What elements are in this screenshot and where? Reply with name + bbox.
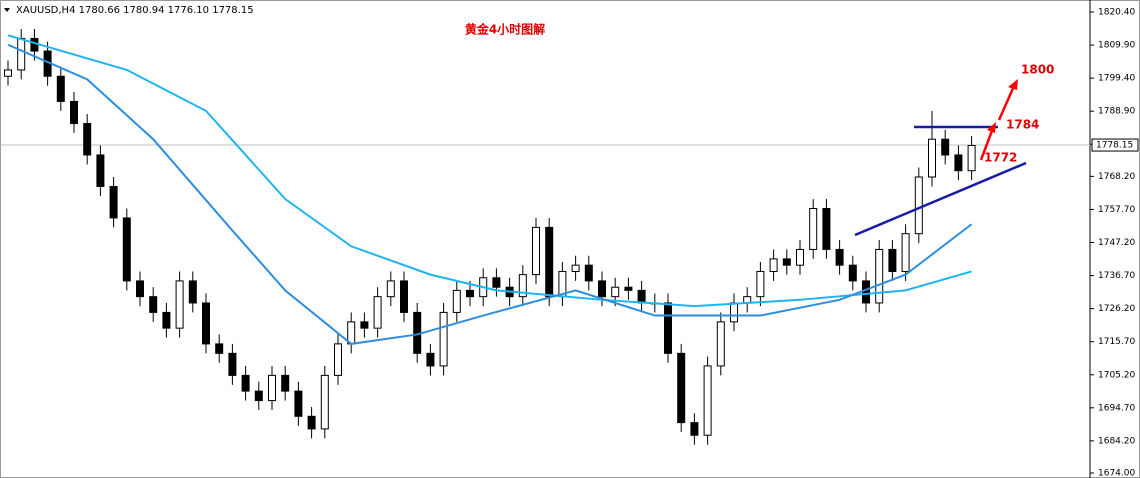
candle-body (545, 226, 554, 298)
y-tick-label: 1757.70 (1098, 205, 1135, 215)
candle-body (122, 217, 131, 282)
candle-body (756, 270, 765, 298)
current-price-box (1091, 138, 1139, 152)
candle-body (4, 69, 12, 77)
candle-body (386, 280, 395, 298)
arrow (997, 85, 1016, 121)
candle-body (875, 248, 884, 304)
candle-body (677, 352, 686, 424)
candle-body (492, 277, 501, 288)
arrow-head (1008, 79, 1018, 90)
arrow-head (987, 122, 996, 133)
moving-average (7, 34, 972, 308)
candle-body (360, 321, 369, 329)
candle-body (281, 374, 290, 392)
candle-body (70, 100, 78, 124)
candle-body (254, 390, 263, 402)
candle-body (518, 274, 527, 298)
candle-body (782, 258, 791, 266)
candle-body (202, 302, 210, 345)
plot (0, 29, 1090, 445)
candle-body (17, 37, 26, 71)
candle-body (532, 226, 540, 276)
candle-body (954, 154, 963, 172)
y-tick-label: 1674.00 (1098, 469, 1135, 478)
candle-body (426, 352, 435, 367)
candle-body (215, 343, 224, 354)
candle-body (637, 289, 646, 304)
candle-body (901, 233, 910, 272)
candle-body (347, 321, 356, 345)
moving-average (7, 43, 973, 345)
candle-body (188, 280, 197, 304)
y-tick-label: 1747.20 (1098, 238, 1135, 248)
y-tick-label: 1705.20 (1098, 370, 1135, 380)
candle-body (611, 286, 620, 298)
candle-body (175, 280, 184, 329)
annotation: 1800 (1021, 63, 1054, 77)
annotation: 1784 (1006, 118, 1039, 132)
candle-body (822, 207, 831, 250)
candle-body (664, 302, 672, 354)
arrow (979, 127, 995, 161)
candle-body (96, 154, 105, 187)
candle-body (928, 138, 936, 178)
candle-body (598, 280, 606, 298)
candle-body (967, 145, 976, 172)
y-tick-label: 1715.70 (1098, 337, 1135, 347)
y-tick-label: 1799.40 (1098, 74, 1135, 84)
menu-arrow (4, 8, 10, 12)
candle-body (862, 280, 870, 304)
candle-body (56, 75, 65, 102)
candle-body (796, 248, 804, 266)
candle-body (624, 286, 633, 291)
candle-body (809, 207, 818, 250)
candle-body (307, 415, 316, 430)
candle-body (83, 122, 92, 156)
chart-title: 黄金4小时图解 (465, 22, 545, 37)
candle-body (730, 302, 738, 323)
candle-body (320, 374, 329, 430)
y-tick-label: 1736.70 (1098, 271, 1135, 281)
candle-body (400, 280, 408, 313)
candle-body (466, 289, 474, 298)
header: XAUUSD,H4 1780.66 1780.94 1776.10 1778.1… (16, 5, 254, 16)
candle-body (241, 374, 250, 392)
y-tick-label: 1820.40 (1098, 8, 1135, 18)
candle-body (835, 248, 844, 266)
candle-body (452, 289, 461, 313)
y-tick-label: 1726.20 (1098, 304, 1135, 314)
candle-body (136, 280, 144, 298)
candle-body (584, 264, 593, 282)
candle-body (941, 138, 950, 156)
support-line (854, 161, 1027, 237)
candle-body (571, 264, 580, 272)
candle-body (703, 365, 712, 436)
annotation: 1772 (984, 151, 1017, 165)
candle-body (373, 296, 382, 329)
candle-body (690, 422, 699, 436)
current-price-label: 1778.15 (1096, 141, 1133, 151)
candle-body (162, 311, 171, 329)
y-tick-label: 1768.20 (1098, 172, 1135, 182)
candle-body (149, 296, 158, 313)
candle-body (228, 352, 237, 376)
y-tick-label: 1694.70 (1098, 403, 1135, 413)
candle-body (716, 321, 725, 367)
candle-body (109, 185, 118, 219)
candle-body (439, 311, 448, 367)
candle-body (888, 248, 897, 272)
candle-body (268, 374, 276, 402)
y-tick-label: 1684.20 (1098, 436, 1135, 446)
candle-body (294, 390, 303, 417)
candle-body (769, 258, 778, 272)
candle-body (914, 176, 923, 235)
candle-body (334, 343, 342, 376)
y-tick-label: 1788.90 (1098, 107, 1135, 117)
y-tick-label: 1809.90 (1098, 41, 1135, 51)
candle-body (848, 264, 857, 282)
